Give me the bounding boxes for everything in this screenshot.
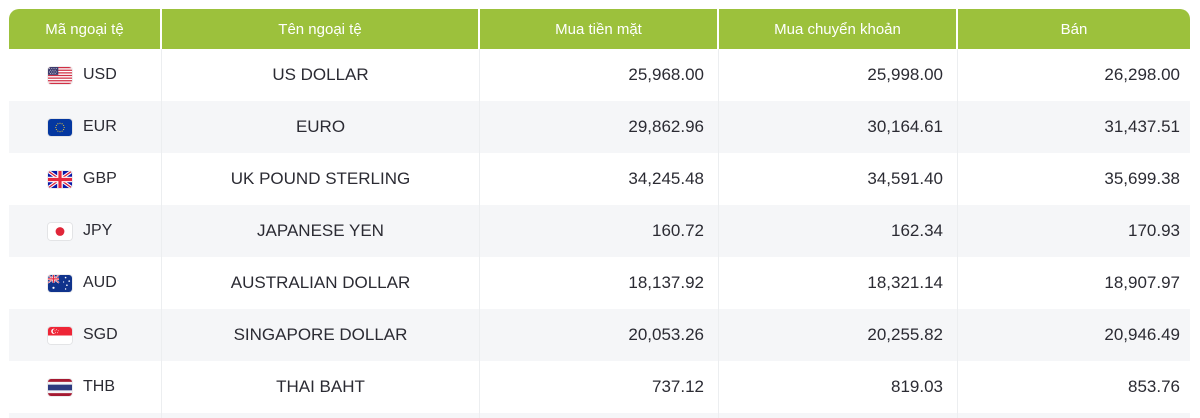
currency-code-cell: JPY [9, 205, 162, 257]
flag-gbp-icon [48, 170, 72, 188]
flag-thb-icon [48, 378, 72, 396]
table-row-partial [9, 413, 1190, 418]
sell-cell: 31,437.51 [1104, 117, 1180, 136]
table-row-sgd: SGD SINGAPORE DOLLAR 20,053.26 20,255.82… [9, 309, 1190, 361]
sell-cell: 18,907.97 [1104, 273, 1180, 292]
sell-cell: 20,946.49 [1104, 325, 1180, 344]
currency-code: GBP [83, 170, 117, 187]
column-header-buy-cash: Mua tiền mặt [480, 9, 719, 49]
currency-code-cell: GBP [9, 153, 162, 205]
currency-code: EUR [83, 118, 117, 135]
buy-transfer-cell: 25,998.00 [719, 49, 958, 101]
table-row-thb: THB THAI BAHT 737.12 819.03 853.76 [9, 361, 1190, 413]
table-row-eur: EUR EURO 29,862.96 30,164.61 31,437.51 [9, 101, 1190, 153]
currency-code: USD [83, 66, 117, 83]
exchange-rate-table: Mã ngoại tệ Tên ngoại tệ Mua tiền mặt Mu… [9, 9, 1190, 418]
buy-cash-cell: 25,968.00 [480, 49, 719, 101]
buy-transfer-cell: 30,164.61 [719, 101, 958, 153]
sell-cell: 170.93 [1128, 221, 1180, 240]
currency-code-cell: EUR [9, 101, 162, 153]
currency-name-cell: EURO [162, 101, 480, 153]
currency-name-cell: SINGAPORE DOLLAR [162, 309, 480, 361]
table-row-aud: AUD AUSTRALIAN DOLLAR 18,137.92 18,321.1… [9, 257, 1190, 309]
currency-code-cell: SGD [9, 309, 162, 361]
currency-name-cell: UK POUND STERLING [162, 153, 480, 205]
flag-usd-icon [48, 66, 72, 84]
currency-code: JPY [83, 222, 113, 239]
column-header-buy-transfer: Mua chuyển khoản [719, 9, 958, 49]
buy-transfer-cell: 819.03 [719, 361, 958, 413]
table-row-jpy: JPY JAPANESE YEN 160.72 162.34 170.93 [9, 205, 1190, 257]
column-header-sell: Bán [1060, 20, 1088, 38]
buy-cash-cell: 34,245.48 [480, 153, 719, 205]
currency-code: AUD [83, 274, 117, 291]
table-header-row: Mã ngoại tệ Tên ngoại tệ Mua tiền mặt Mu… [9, 9, 1190, 49]
currency-code-cell: AUD [9, 257, 162, 309]
buy-cash-cell: 20,053.26 [480, 309, 719, 361]
sell-cell: 35,699.38 [1104, 169, 1180, 188]
currency-code: SGD [83, 326, 118, 343]
buy-transfer-cell: 162.34 [719, 205, 958, 257]
sell-cell: 853.76 [1128, 377, 1180, 396]
currency-code: THB [83, 378, 115, 395]
buy-cash-cell: 29,862.96 [480, 101, 719, 153]
currency-code-cell: USD [9, 49, 162, 101]
column-header-currency-name: Tên ngoại tệ [162, 9, 480, 49]
buy-transfer-cell: 20,255.82 [719, 309, 958, 361]
currency-name-cell: US DOLLAR [162, 49, 480, 101]
table-body: USD US DOLLAR 25,968.00 25,998.00 26,298… [9, 49, 1190, 418]
buy-cash-cell: 737.12 [480, 361, 719, 413]
table-row-gbp: GBP UK POUND STERLING 34,245.48 34,591.4… [9, 153, 1190, 205]
currency-code-cell: THB [9, 361, 162, 413]
column-header-currency-code: Mã ngoại tệ [9, 9, 162, 49]
table-row-usd: USD US DOLLAR 25,968.00 25,998.00 26,298… [9, 49, 1190, 101]
currency-name-cell: JAPANESE YEN [162, 205, 480, 257]
currency-name-cell: AUSTRALIAN DOLLAR [162, 257, 480, 309]
buy-cash-cell: 160.72 [480, 205, 719, 257]
flag-sgd-icon [48, 326, 72, 344]
flag-jpy-icon [48, 222, 72, 240]
buy-transfer-cell: 34,591.40 [719, 153, 958, 205]
flag-eur-icon [48, 118, 72, 136]
currency-name-cell: THAI BAHT [162, 361, 480, 413]
buy-cash-cell: 18,137.92 [480, 257, 719, 309]
flag-aud-icon [48, 274, 72, 292]
sell-cell: 26,298.00 [1104, 65, 1180, 84]
buy-transfer-cell: 18,321.14 [719, 257, 958, 309]
